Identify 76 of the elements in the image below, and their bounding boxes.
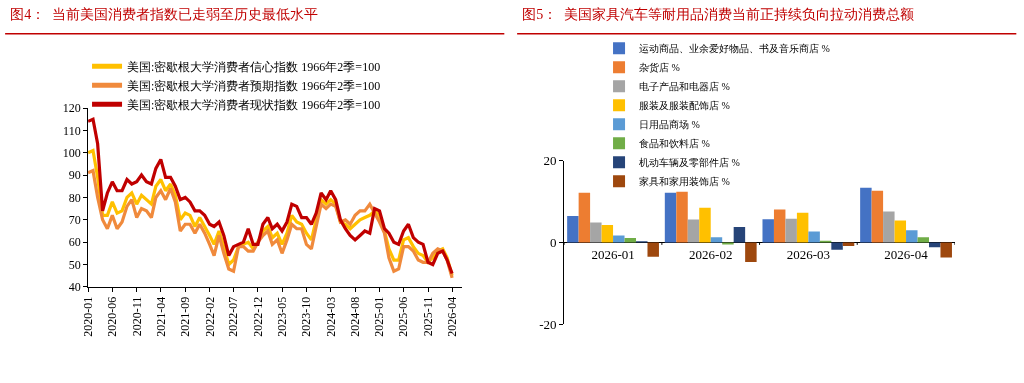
legend-label: 美国:密歇根大学消费者预期指数 1966年2季=100: [127, 78, 381, 93]
x-tick-label: 2026-04: [884, 247, 929, 263]
bar: [785, 218, 797, 243]
y-tick-label: 60: [68, 235, 81, 250]
bar: [917, 237, 929, 243]
bar: [883, 211, 895, 243]
bar: [567, 215, 579, 243]
x-tick-label: 2025-01: [372, 296, 387, 337]
x-tick-label: 2024-03: [323, 296, 338, 337]
y-tick-label: 120: [62, 101, 81, 116]
y-tick-label: 50: [68, 257, 81, 272]
x-tick-label: 2026-03: [786, 247, 831, 263]
bar: [773, 209, 786, 243]
y-tick-label: 40: [68, 280, 81, 295]
bar: [929, 242, 941, 248]
x-tick-label: 2023-05: [274, 296, 289, 337]
bar: [733, 226, 746, 243]
legend-label: 美国:密歇根大学消费者现状指数 1966年2季=100: [127, 97, 381, 112]
bar: [762, 219, 774, 243]
line-series: [88, 117, 454, 276]
bar: [842, 242, 855, 247]
x-tick-label: 2026-02: [689, 247, 733, 263]
bar: [590, 222, 602, 243]
y-tick-label: -20: [539, 316, 557, 332]
bar: [699, 207, 711, 243]
x-tick-label: 2022-02: [202, 296, 217, 337]
y-tick-label: 70: [68, 213, 81, 227]
x-tick-label: 2024-08: [348, 296, 362, 337]
bar: [906, 230, 918, 243]
legend-label: 日用品商场 %: [639, 119, 700, 131]
legend-label: 家具和家用装饰店 %: [639, 176, 730, 188]
legend-label: 运动商品、业余爱好物品、书及音乐商店 %: [639, 43, 830, 55]
chart-title: 图5： 美国家具汽车等耐用品消费当前正持续负向拉动消费总额: [522, 7, 915, 23]
bar: [664, 192, 677, 243]
bar: [940, 242, 952, 258]
bar: [860, 187, 872, 243]
x-tick-label: 2021-09: [178, 296, 193, 337]
bar: [710, 237, 723, 243]
bar: [796, 212, 809, 243]
x-tick-label: 2022-12: [250, 296, 265, 337]
legend-label: 服装及服装配饰店 %: [639, 100, 730, 112]
x-tick-label: 2020-11: [129, 296, 144, 337]
bar: [601, 224, 614, 243]
x-tick-label: 2022-07: [226, 296, 241, 337]
x-tick-label: 2025-11: [420, 296, 435, 337]
x-tick-label: 2020-06: [105, 296, 120, 337]
line-series: [88, 169, 454, 280]
bar: [831, 242, 843, 250]
bar: [808, 231, 820, 243]
legend-label: 美国:密歇根大学消费者信心指数 1966年2季=100: [127, 59, 381, 74]
y-tick-label: 0: [550, 234, 557, 250]
bar: [871, 190, 884, 243]
x-tick-label: 2026-01: [591, 247, 635, 263]
x-tick-label: 2026-04: [444, 296, 459, 337]
x-tick-label: 2021-04: [153, 296, 168, 337]
y-tick-label: 100: [62, 145, 81, 160]
bar: [676, 191, 688, 243]
bar: [578, 192, 591, 243]
bar: [647, 242, 659, 257]
y-tick-label: 90: [68, 168, 81, 183]
bar: [613, 235, 625, 243]
bar: [745, 242, 757, 263]
legend-label: 食品和饮料店 %: [639, 138, 710, 150]
x-tick-label: 2025-06: [396, 296, 411, 337]
legend-label: 杂货店 %: [639, 62, 680, 74]
bar: [894, 220, 907, 243]
legend-label: 电子产品和电器店 %: [639, 81, 730, 93]
x-tick-label: 2020-01: [80, 296, 95, 337]
bar: [722, 242, 734, 245]
bar: [687, 219, 700, 243]
chart-title: 图4： 当前美国消费者指数已走弱至历史最低水平: [10, 7, 319, 23]
y-tick-label: 20: [543, 153, 557, 169]
y-tick-label: 110: [63, 123, 81, 138]
legend-label: 机动车辆及零部件店 %: [639, 157, 740, 169]
y-tick-label: 80: [68, 190, 81, 205]
x-tick-label: 2023-10: [299, 296, 314, 337]
